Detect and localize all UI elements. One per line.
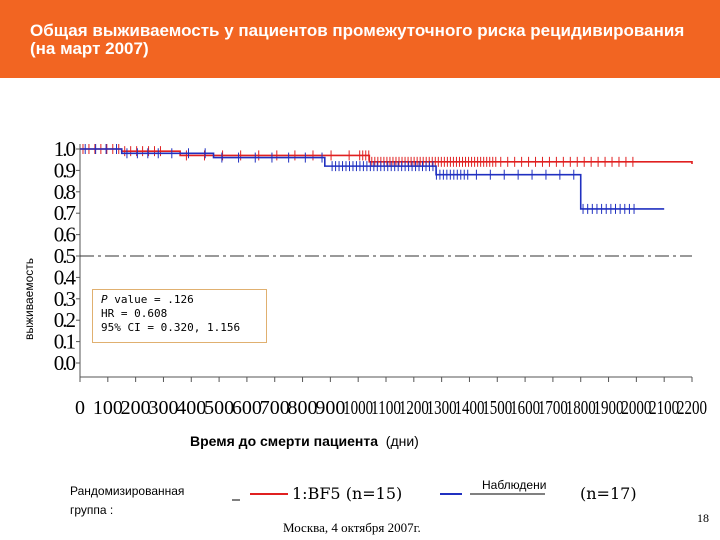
x-tick-label: 1100 <box>371 397 401 419</box>
slide-footer: Москва, 4 октября 2007г. <box>283 520 421 535</box>
y-tick-label: 0.8 <box>54 180 76 204</box>
x-tick-label: 1400 <box>454 397 484 419</box>
x-tick-label: 500 <box>204 397 234 419</box>
x-tick-label: 1500 <box>482 397 512 419</box>
slide-title: Общая выживаемость у пациентов промежуто… <box>30 21 685 58</box>
x-tick-label: 0 <box>75 397 85 419</box>
slide-header: Общая выживаемость у пациентов промежуто… <box>0 0 720 78</box>
page-number: 18 <box>697 511 709 525</box>
x-tick-label: 1600 <box>510 397 540 419</box>
y-tick-label: 0.7 <box>54 201 76 225</box>
p-value-text: P value = .126 <box>101 293 194 306</box>
y-tick-label: 0.9 <box>54 158 76 182</box>
ci-text: 95% CI = 0.320, 1.156 <box>101 321 241 334</box>
stats-box: P value = .126 HR = 0.608 95% CI = 0.320… <box>92 289 267 343</box>
x-tick-label: 100 <box>93 397 123 419</box>
legend-observation-label: Наблюдени <box>482 478 547 492</box>
y-tick-label: 0.0 <box>54 351 76 375</box>
x-tick-label: 700 <box>260 397 290 419</box>
x-tick-label: 900 <box>315 397 345 419</box>
x-tick-label: 800 <box>288 397 318 419</box>
y-tick-label: 0.5 <box>54 244 76 268</box>
y-tick-label: 0.3 <box>54 287 76 311</box>
x-tick-label: 1900 <box>594 397 624 419</box>
x-tick-label: 2000 <box>621 397 651 419</box>
x-tick-label: 1000 <box>343 397 373 419</box>
x-tick-label: 1200 <box>399 397 429 419</box>
y-tick-label: 1.0 <box>54 137 76 161</box>
x-tick-label: 1300 <box>427 397 457 419</box>
legend-group-label: Рандомизированная группа : <box>70 484 185 517</box>
hr-text: HR = 0.608 <box>101 307 168 320</box>
y-tick-label: 0.2 <box>54 308 76 332</box>
y-tick-label: 0.6 <box>54 223 76 247</box>
x-tick-label: 200 <box>121 397 151 419</box>
x-tick-label: 300 <box>148 397 178 419</box>
y-tick-label: 0.1 <box>54 330 76 354</box>
legend-observation-n: (n=17) <box>580 484 637 503</box>
chart-xlabel: Время до смерти пациента (дни) <box>190 433 419 449</box>
x-tick-label: 1700 <box>538 397 568 419</box>
y-tick-label: 0.4 <box>54 265 77 289</box>
x-tick-label: 2100 <box>649 397 679 419</box>
x-tick-label: 600 <box>232 397 262 419</box>
x-tick-label: 2200 <box>677 397 707 419</box>
x-tick-label: 1800 <box>566 397 596 419</box>
x-tick-label: 400 <box>176 397 206 419</box>
legend-randomized-text: 1:BF5 (n=15) <box>292 484 403 503</box>
